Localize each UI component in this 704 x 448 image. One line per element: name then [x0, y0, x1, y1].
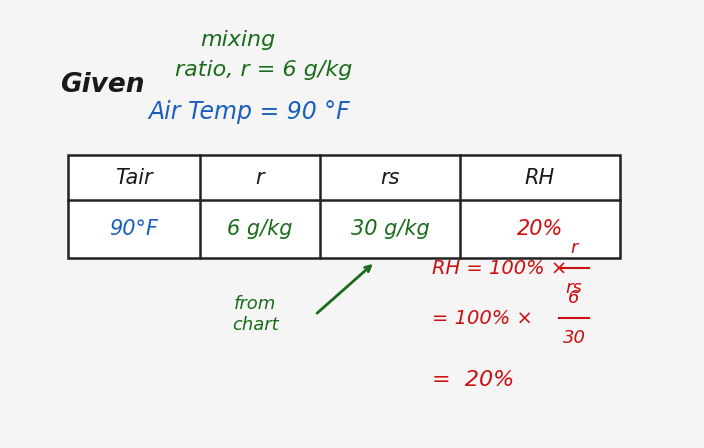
Text: mixing: mixing: [200, 30, 275, 50]
Text: rs: rs: [380, 168, 400, 188]
Text: =  20%: = 20%: [432, 370, 514, 390]
Text: = 100% ×: = 100% ×: [432, 309, 533, 327]
Text: Air Temp = 90 °F: Air Temp = 90 °F: [148, 100, 350, 124]
Text: 90°F: 90°F: [110, 219, 158, 239]
Text: Given: Given: [60, 72, 144, 98]
Text: rs: rs: [565, 279, 582, 297]
Bar: [68, 155, 620, 258]
Text: 20%: 20%: [517, 219, 563, 239]
Text: from
chart: from chart: [232, 295, 278, 334]
Text: Tair: Tair: [115, 168, 153, 188]
Text: r: r: [256, 168, 264, 188]
Text: 6 g/kg: 6 g/kg: [227, 219, 293, 239]
Text: ratio, r = 6 g/kg: ratio, r = 6 g/kg: [175, 60, 353, 80]
Text: 6: 6: [568, 289, 580, 307]
Text: 30 g/kg: 30 g/kg: [351, 219, 429, 239]
Text: RH: RH: [525, 168, 555, 188]
Text: RH = 100% ×: RH = 100% ×: [432, 258, 567, 277]
Text: 30: 30: [562, 329, 586, 347]
Text: r: r: [570, 239, 578, 257]
